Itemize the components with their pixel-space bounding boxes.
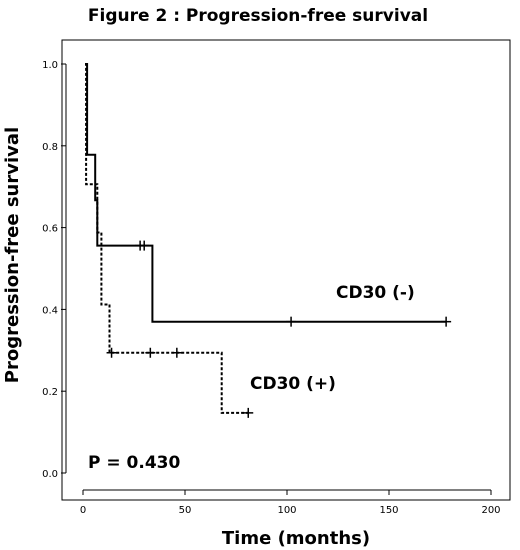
censor-mark <box>286 316 297 327</box>
x-axis-label: Time (months) <box>222 528 370 549</box>
y-tick-label: 1.0 <box>42 60 58 71</box>
axes <box>65 64 491 491</box>
chart-title: Figure 2 : Progression-free survival <box>88 6 428 26</box>
series-label-cd30-neg: CD30 (-) <box>336 283 415 303</box>
plot-frame <box>61 39 511 501</box>
censor-mark <box>243 407 254 418</box>
censor-mark <box>441 316 452 327</box>
series-line-cd30-pos <box>85 63 249 414</box>
x-tick-label: 50 <box>179 505 192 516</box>
y-axis-label: Progression-free survival <box>2 127 23 383</box>
x-tick-label: 100 <box>277 505 296 516</box>
censor-mark <box>145 347 156 358</box>
x-tick-label: 200 <box>481 505 500 516</box>
series-label-cd30-pos: CD30 (+) <box>250 374 336 394</box>
x-tick-label: 150 <box>379 505 398 516</box>
y-tick-label: 0.4 <box>42 305 58 316</box>
x-tick-label: 0 <box>80 505 86 516</box>
y-tick-label: 0.8 <box>42 142 58 153</box>
censor-mark <box>139 240 150 251</box>
p-value-annotation: P = 0.430 <box>88 453 180 473</box>
censor-mark <box>171 347 182 358</box>
y-tick-label: 0.6 <box>42 224 58 235</box>
y-tick-label: 0.2 <box>42 387 58 398</box>
y-tick-label: 0.0 <box>42 469 58 480</box>
censor-mark <box>106 347 117 358</box>
